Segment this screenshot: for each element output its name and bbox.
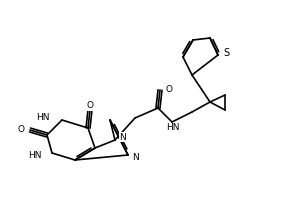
Text: HN: HN [28, 150, 42, 160]
Text: N: N [119, 132, 126, 142]
Text: HN: HN [37, 114, 50, 122]
Text: O: O [18, 126, 25, 134]
Text: S: S [223, 48, 229, 58]
Text: O: O [165, 86, 172, 95]
Text: N: N [132, 152, 139, 162]
Text: HN: HN [166, 123, 180, 132]
Text: O: O [86, 102, 94, 110]
